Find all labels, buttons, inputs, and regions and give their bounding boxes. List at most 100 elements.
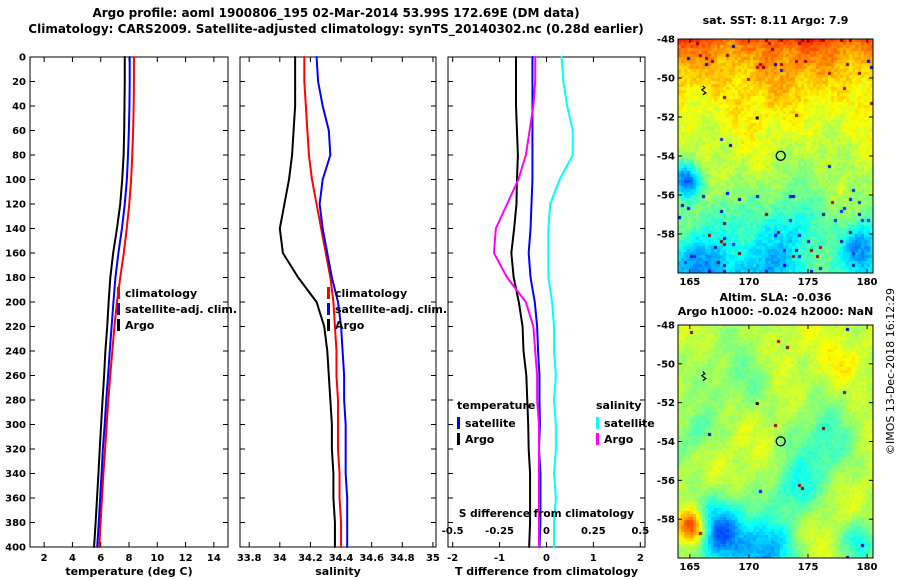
- difference-profile-salinity-argo-line: [492, 56, 540, 548]
- s-difference-tick-label: 0.25: [581, 526, 606, 537]
- depth-tick-label: 0: [19, 53, 26, 64]
- depth-tick-label: 60: [12, 126, 26, 137]
- sst-map-argo-position-marker: [775, 150, 786, 161]
- salinity-profile-x-tick-label: 34.4: [329, 553, 354, 564]
- sst-map-lon-tick-label: 170: [738, 277, 759, 288]
- depth-tick-label: 340: [5, 469, 26, 480]
- legend-item: satellite: [457, 415, 535, 431]
- legend-group-title: salinity: [596, 399, 642, 412]
- salinity-profile-x-tick-label: 33.8: [237, 553, 262, 564]
- depth-tick-label: 260: [5, 371, 26, 382]
- sst-map-lat-tick-label: -58: [657, 230, 675, 241]
- difference-profile-x-tick-label: 0: [543, 553, 550, 564]
- s-difference-tick-label: 0.5: [631, 526, 649, 537]
- legend-item: satellite-adj. clim.: [117, 301, 237, 317]
- legend-label: Argo: [335, 318, 365, 332]
- sla-map-lon-tick-label: 165: [679, 562, 700, 573]
- sla-map-lon-tick-label: 180: [857, 562, 878, 573]
- s-difference-axis-label: S difference from climatology: [459, 508, 634, 520]
- sla-map-title-line2: Argo h1000: -0.024 h2000: NaN: [677, 305, 874, 318]
- sst-map-lat-tick-label: -52: [657, 113, 675, 124]
- depth-tick-label: 400: [5, 543, 26, 554]
- salinity-profile-x-tick-label: 34: [273, 553, 287, 564]
- sla-map-secondary-marker: [755, 402, 759, 406]
- legend-label: Argo: [465, 432, 495, 446]
- legend-label: satellite-adj. clim.: [125, 302, 238, 316]
- imos-watermark: ©IMOS 13-Dec-2018 16:12:29: [884, 288, 897, 455]
- legend-line-marker: [117, 287, 120, 299]
- depth-tick-label: 140: [5, 224, 26, 235]
- figure-title-line2: Climatology: CARS2009. Satellite-adjuste…: [28, 22, 644, 36]
- salinity-profile-x-tick-label: 34.8: [390, 553, 415, 564]
- sst-heatmap: [678, 39, 873, 273]
- temperature-profile-x-tick-label: 8: [126, 553, 133, 564]
- sla-map-title-line1: Altim. SLA: -0.036: [719, 291, 832, 304]
- sla-map-float-track: [700, 371, 707, 382]
- sla-map-argo-position-marker: [775, 436, 786, 447]
- sst-map-lon-tick-label: 180: [857, 277, 878, 288]
- legend-item: satellite: [596, 415, 655, 431]
- sst-map-lat-tick-label: -48: [657, 35, 675, 46]
- legend-label: satellite: [604, 416, 655, 430]
- salinity-profile-argo-line: [278, 56, 336, 548]
- sst-map-secondary-marker: [755, 116, 759, 120]
- depth-tick-label: 40: [12, 102, 26, 113]
- s-difference-tick-label: 0: [543, 526, 550, 537]
- sst-map-lon-tick-label: 175: [798, 277, 819, 288]
- sla-map-lat-tick-label: -58: [657, 515, 675, 526]
- temperature-profile-x-tick-label: 2: [41, 553, 48, 564]
- temperature-profile-x-tick-label: 4: [69, 553, 76, 564]
- legend-label: Argo: [604, 432, 634, 446]
- legend-line-marker: [596, 433, 599, 445]
- legend-line-marker: [327, 287, 330, 299]
- legend-label: climatology: [125, 286, 198, 300]
- legend-item: Argo: [327, 317, 447, 333]
- legend-item: Argo: [117, 317, 237, 333]
- legend-item: climatology: [117, 285, 237, 301]
- depth-tick-label: 80: [12, 151, 26, 162]
- depth-tick-label: 220: [5, 322, 26, 333]
- temperature-profile-x-tick-label: 14: [207, 553, 221, 564]
- sst-map-float-track: [700, 85, 707, 96]
- sla-map-lon-tick-label: 175: [798, 562, 819, 573]
- legend-line-marker: [596, 417, 599, 429]
- temperature-profile-xlabel: temperature (deg C): [65, 565, 192, 578]
- difference-profile-xlabel: T difference from climatology: [455, 565, 638, 578]
- legend-line-marker: [457, 417, 460, 429]
- salinity-profile-climatology-line: [303, 56, 343, 548]
- salinity-profile-xlabel: salinity: [315, 565, 361, 578]
- salinity-profile-x-tick-label: 35: [426, 553, 440, 564]
- depth-tick-label: 240: [5, 347, 26, 358]
- depth-tick-label: 180: [5, 273, 26, 284]
- depth-tick-label: 200: [5, 298, 26, 309]
- s-difference-tick-label: -0.5: [442, 526, 464, 537]
- legend-item: Argo: [596, 431, 655, 447]
- legend-line-marker: [457, 433, 460, 445]
- difference-profile-plot-box: [447, 56, 646, 548]
- sla-map-lat-tick-label: -50: [657, 359, 675, 370]
- sla-heatmap: [678, 325, 873, 558]
- temperature-profile-climatology-line: [98, 56, 135, 548]
- difference-profile-x-tick-label: 2: [637, 553, 644, 564]
- depth-tick-label: 20: [12, 77, 26, 88]
- legend-line-marker: [327, 319, 330, 331]
- figure-title-line1: Argo profile: aoml 1900806_195 02-Mar-20…: [92, 6, 580, 20]
- legend-line-marker: [117, 319, 120, 331]
- difference-profile-temperature-argo-line: [510, 56, 532, 548]
- sst-map-lon-tick-label: 165: [679, 277, 700, 288]
- depth-tick-label: 360: [5, 494, 26, 505]
- difference-profile-x-tick-label: 1: [590, 553, 597, 564]
- sst-map-lat-tick-label: -54: [657, 152, 675, 163]
- legend-item: climatology: [327, 285, 447, 301]
- sla-map-lat-tick-label: -54: [657, 437, 675, 448]
- temperature-profile-x-tick-label: 12: [179, 553, 193, 564]
- legend-label: satellite: [465, 416, 516, 430]
- sla-map-lat-tick-label: -48: [657, 321, 675, 332]
- sst-map-border: [677, 38, 874, 274]
- legend-group-title: temperature: [457, 399, 536, 412]
- salinity-legend: climatology satellite-adj. clim. Argo: [327, 285, 447, 333]
- depth-tick-label: 380: [5, 518, 26, 529]
- sla-map-lat-tick-label: -52: [657, 398, 675, 409]
